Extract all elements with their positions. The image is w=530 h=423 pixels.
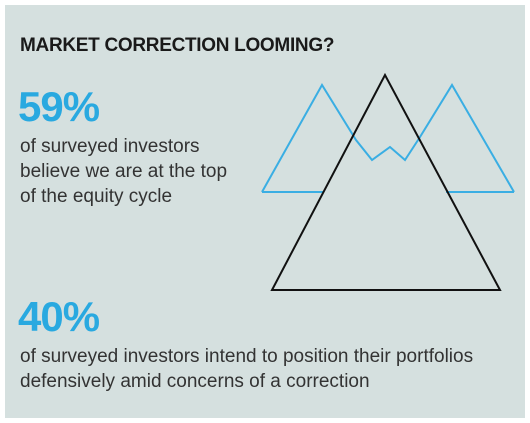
page: MARKET CORRECTION LOOMING? 59% of survey…: [0, 0, 530, 423]
blue-mountains: [262, 85, 514, 192]
infographic-panel: MARKET CORRECTION LOOMING? 59% of survey…: [5, 5, 525, 418]
mountains-icon: [5, 5, 525, 418]
